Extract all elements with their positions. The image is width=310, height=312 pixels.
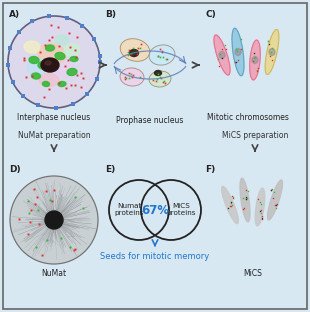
Ellipse shape — [268, 180, 282, 220]
Ellipse shape — [24, 41, 40, 53]
Text: B): B) — [105, 10, 116, 19]
Ellipse shape — [154, 71, 162, 76]
Ellipse shape — [38, 61, 50, 69]
Ellipse shape — [55, 35, 69, 45]
Text: Seeds for mitotic memory: Seeds for mitotic memory — [100, 252, 210, 261]
Ellipse shape — [42, 81, 50, 86]
Ellipse shape — [38, 44, 66, 64]
Ellipse shape — [27, 59, 49, 75]
Text: 67%: 67% — [141, 203, 169, 217]
Text: Numat
proteins: Numat proteins — [114, 203, 144, 217]
Text: MiCS preparation: MiCS preparation — [222, 130, 288, 139]
Text: NuMat preparation: NuMat preparation — [18, 130, 90, 139]
Ellipse shape — [64, 44, 80, 56]
Ellipse shape — [56, 62, 76, 78]
Ellipse shape — [265, 29, 279, 75]
Ellipse shape — [222, 186, 238, 224]
Text: Prophase nucleus: Prophase nucleus — [116, 116, 184, 125]
Text: F): F) — [205, 165, 215, 174]
Ellipse shape — [130, 50, 139, 56]
Ellipse shape — [58, 81, 66, 86]
Ellipse shape — [250, 40, 260, 80]
Ellipse shape — [149, 71, 171, 87]
Ellipse shape — [269, 48, 275, 56]
Ellipse shape — [32, 73, 41, 79]
Text: MiCS
proteins: MiCS proteins — [166, 203, 196, 217]
Text: NuMat: NuMat — [42, 269, 67, 278]
Ellipse shape — [39, 74, 59, 86]
Ellipse shape — [46, 45, 55, 51]
Ellipse shape — [29, 56, 39, 64]
Circle shape — [10, 176, 98, 264]
Ellipse shape — [232, 28, 244, 76]
Ellipse shape — [45, 61, 51, 65]
Text: MiCS: MiCS — [244, 269, 263, 278]
Circle shape — [8, 16, 100, 108]
Ellipse shape — [41, 58, 59, 72]
Ellipse shape — [219, 51, 225, 59]
Text: C): C) — [205, 10, 216, 19]
Ellipse shape — [255, 188, 265, 226]
Ellipse shape — [235, 48, 241, 56]
Text: Interphase nucleus: Interphase nucleus — [17, 113, 91, 122]
Text: A): A) — [9, 10, 20, 19]
Ellipse shape — [240, 178, 250, 222]
Text: D): D) — [9, 165, 21, 174]
Ellipse shape — [120, 68, 144, 86]
Ellipse shape — [67, 68, 77, 76]
Ellipse shape — [120, 39, 150, 61]
Circle shape — [45, 211, 63, 229]
Ellipse shape — [214, 35, 230, 75]
Ellipse shape — [55, 52, 65, 60]
Ellipse shape — [252, 56, 258, 64]
Ellipse shape — [149, 45, 175, 65]
Text: E): E) — [105, 165, 115, 174]
Text: Mitotic chromosomes: Mitotic chromosomes — [207, 113, 289, 122]
Ellipse shape — [70, 56, 78, 61]
